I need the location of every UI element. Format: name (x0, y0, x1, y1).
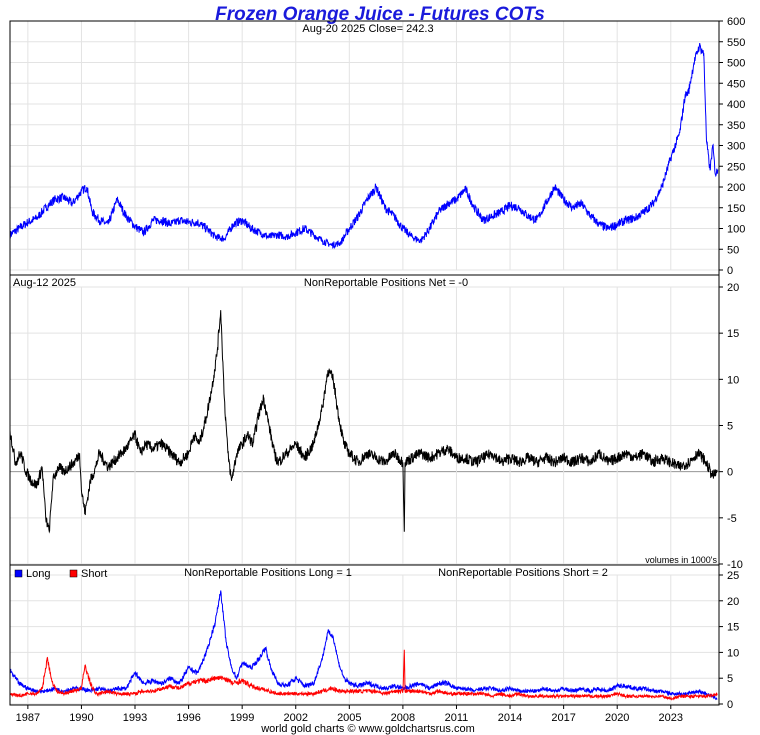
y-tick-label: 10 (727, 647, 739, 659)
y-tick-label: 350 (727, 120, 745, 132)
footer-credit: world gold charts © www.goldchartsrus.co… (260, 723, 475, 735)
y-tick-label: 0 (727, 699, 733, 711)
y-tick-label: 0 (727, 467, 733, 479)
y-tick-label: 100 (727, 224, 745, 236)
y-tick-label: 250 (727, 161, 745, 173)
x-tick-label: 1999 (230, 712, 254, 724)
x-tick-label: 2014 (498, 712, 522, 724)
y-tick-label: 15 (727, 622, 739, 634)
net-panel-header: NonReportable Positions Net = -0 (304, 277, 468, 289)
series-line-price (9, 43, 719, 250)
y-tick-label: 300 (727, 141, 745, 153)
series-line-long (9, 590, 718, 701)
grid-layer (10, 20, 719, 705)
x-tick-label: 2002 (284, 712, 308, 724)
y-tick-label: 5 (727, 421, 733, 433)
volume-units-note: volumes in 1000's (645, 555, 717, 565)
y-tick-label: 450 (727, 78, 745, 90)
long-panel-header: NonReportable Positions Long = 1 (184, 567, 352, 579)
legend-long-swatch (14, 569, 23, 578)
y-tick-label: 50 (727, 244, 739, 256)
chart-title: Frozen Orange Juice - Futures COTs (215, 4, 545, 25)
axis-layer: 050100150200250300350400450500550600-10-… (16, 16, 746, 724)
y-tick-label: 600 (727, 16, 745, 28)
x-tick-label: 2011 (445, 712, 469, 724)
x-tick-label: 2023 (659, 712, 683, 724)
y-tick-label: 15 (727, 328, 739, 340)
x-tick-label: 2005 (337, 712, 361, 724)
x-tick-label: 1996 (176, 712, 200, 724)
x-tick-label: 2017 (551, 712, 575, 724)
series-layer (9, 43, 719, 701)
y-tick-label: 400 (727, 99, 745, 111)
y-tick-label: -10 (727, 559, 743, 571)
y-tick-label: 25 (727, 570, 739, 582)
y-tick-label: 200 (727, 182, 745, 194)
y-tick-label: 550 (727, 37, 745, 49)
y-tick-label: 0 (727, 265, 733, 277)
x-tick-label: 1990 (69, 712, 93, 724)
x-tick-label: 2008 (391, 712, 415, 724)
short-panel-header: NonReportable Positions Short = 2 (438, 567, 608, 579)
legend-long-label: Long (26, 568, 50, 580)
y-tick-label: 20 (727, 282, 739, 294)
long-short-panel-frame (9, 564, 720, 706)
price-panel-frame (9, 20, 720, 276)
y-tick-label: 150 (727, 203, 745, 215)
x-tick-label: 1993 (123, 712, 147, 724)
legend-short-label: Short (81, 568, 107, 580)
series-line-short (9, 649, 718, 701)
x-tick-label: 2020 (605, 712, 629, 724)
y-tick-label: -5 (727, 513, 737, 525)
y-tick-label: 5 (727, 673, 733, 685)
net-panel-frame (9, 274, 720, 566)
series-line-net (9, 310, 718, 534)
price-panel-header: Aug-20 2025 Close= 242.3 (302, 23, 433, 35)
x-tick-label: 1987 (16, 712, 40, 724)
y-tick-label: 20 (727, 596, 739, 608)
y-tick-label: 500 (727, 58, 745, 70)
y-tick-label: 10 (727, 374, 739, 386)
legend-short-swatch (69, 569, 78, 578)
net-panel-date: Aug-12 2025 (13, 277, 76, 289)
